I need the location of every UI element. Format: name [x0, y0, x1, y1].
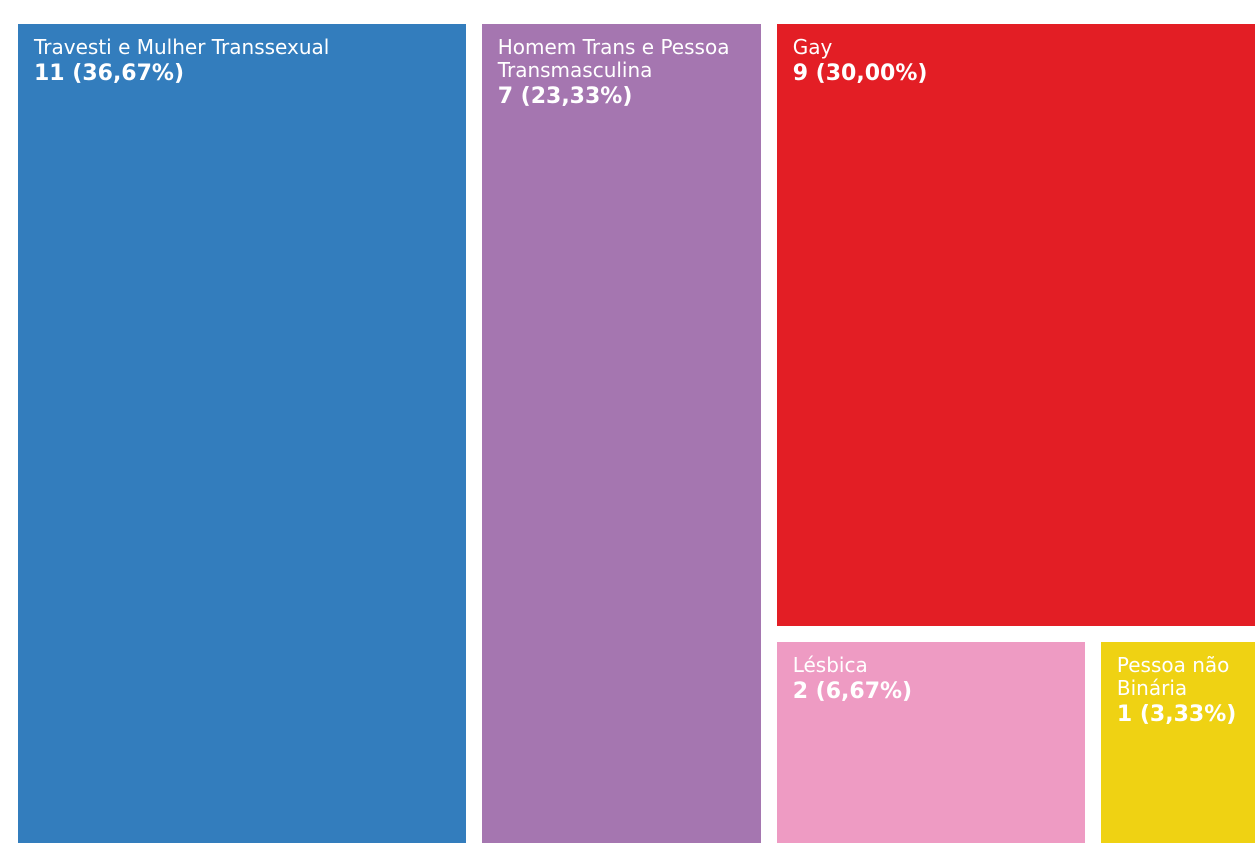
treemap-cell: Lésbica 2 (6,67%)	[776, 642, 1085, 843]
cell-label: Gay	[792, 35, 833, 59]
treemap-cell: Gay 9 (30,00%)	[776, 24, 1255, 627]
cell-value: 7 (23,33%)	[497, 84, 633, 109]
cell-label: Pessoa não Binária	[1116, 653, 1230, 701]
cell-value: 11 (36,67%)	[34, 61, 185, 86]
treemap-cell: Pessoa não Binária 1 (3,33%)	[1100, 642, 1255, 843]
cell-value: 9 (30,00%)	[792, 61, 928, 86]
cell-value: 1 (3,33%)	[1116, 702, 1237, 728]
treemap-cell: Homem Trans e Pessoa Transmasculina 7 (23…	[481, 24, 761, 843]
cell-label: Travesti e Mulher Transsexual	[34, 35, 330, 59]
cell-label: Homem Trans e Pessoa Transmasculina	[497, 35, 730, 82]
cell-value: 2 (6,67%)	[792, 679, 913, 705]
treemap-cell: Travesti e Mulher Transsexual 11 (36,67%)	[18, 24, 466, 843]
cell-label: Lésbica	[792, 653, 868, 678]
